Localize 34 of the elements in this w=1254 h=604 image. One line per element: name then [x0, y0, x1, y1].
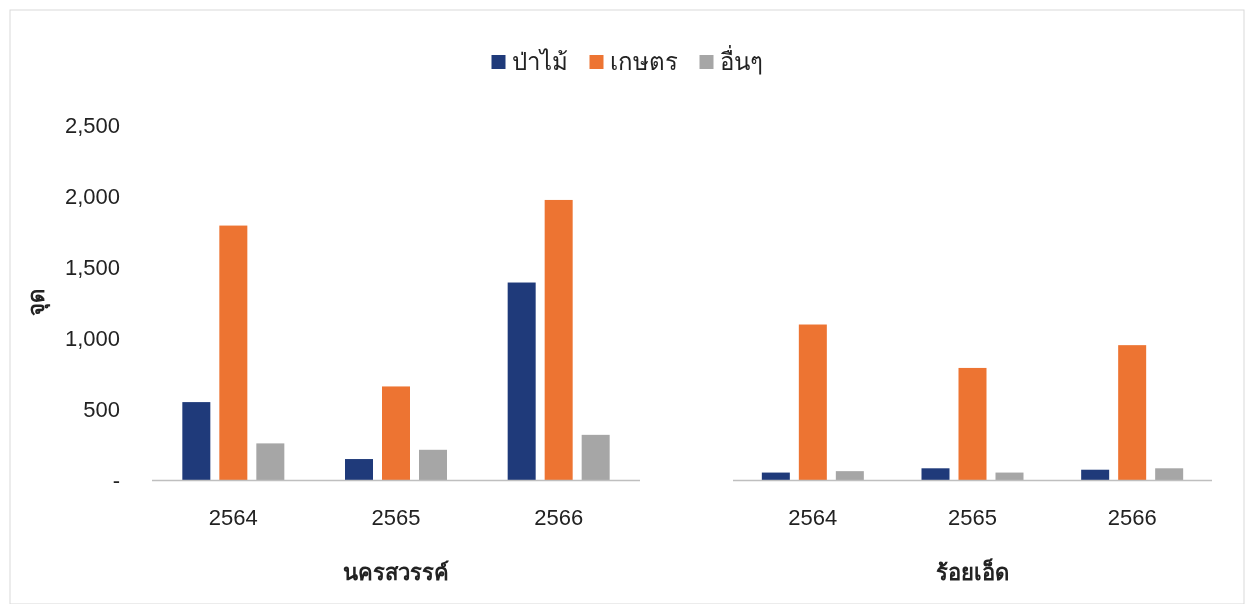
bar [219, 225, 248, 481]
x-axis-title: นครสวรรค์ [343, 560, 449, 585]
bar [958, 367, 987, 481]
y-tick-label: 1,500 [64, 254, 120, 280]
bar [345, 459, 373, 481]
x-axis-title: ร้อยเอ็ด [936, 558, 1009, 585]
bar [182, 402, 211, 481]
y-axis-title: จุด [24, 288, 51, 316]
x-tick-label: 2565 [948, 505, 997, 530]
y-tick-label: - [112, 468, 120, 494]
bar [419, 449, 447, 481]
bar [581, 434, 610, 481]
legend-label: อื่นๆ [719, 45, 763, 75]
x-tick-label: 2565 [371, 505, 421, 530]
x-tick-label: 2566 [1107, 505, 1157, 530]
bar [835, 471, 864, 481]
legend-label: ป่าไม้ [511, 48, 568, 75]
bar [921, 468, 950, 481]
bar [256, 443, 285, 481]
bar [798, 324, 827, 481]
x-tick-label: 2566 [534, 505, 584, 530]
y-tick-label: 1,000 [64, 326, 120, 352]
bar [1118, 345, 1147, 481]
bar [544, 199, 573, 481]
bar [1155, 468, 1184, 481]
bar [507, 282, 536, 481]
x-tick-label: 2564 [788, 505, 838, 530]
bar [382, 386, 410, 481]
y-tick-label: 2,000 [64, 183, 120, 209]
x-tick-label: 2564 [208, 505, 258, 530]
bar [1081, 469, 1110, 481]
y-tick-label: 2,500 [64, 112, 120, 138]
y-tick-label: 500 [83, 397, 120, 423]
legend-label: เกษตร [609, 48, 678, 75]
